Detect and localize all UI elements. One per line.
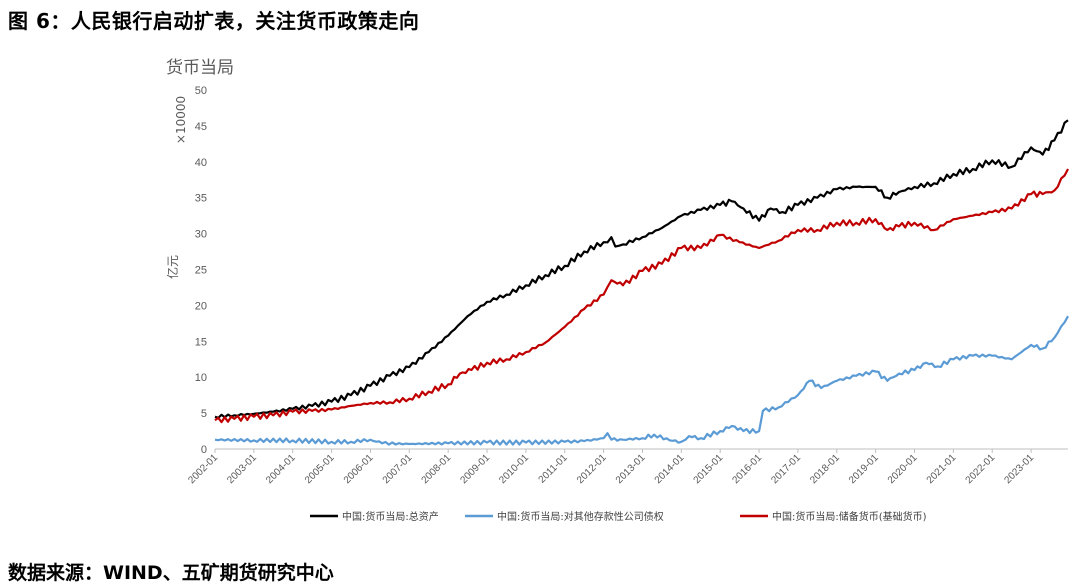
y-tick-label: 20 xyxy=(195,300,207,312)
y-multiplier-label: ×10000 xyxy=(174,96,188,144)
series-line-2 xyxy=(214,315,1069,446)
x-tick-label: 2018-01 xyxy=(808,452,842,486)
x-tick-label: 2020-01 xyxy=(886,452,920,486)
x-tick-label: 2007-01 xyxy=(381,452,415,486)
y-tick-label: 45 xyxy=(195,121,207,133)
legend-item-label: 中国:货币当局:总资产 xyxy=(342,510,439,523)
source-note: 数据来源：WIND、五矿期货研究中心 xyxy=(8,562,334,584)
x-tick-label: 2008-01 xyxy=(420,452,454,486)
x-tick-label: 2019-01 xyxy=(847,452,881,486)
y-axis: 0 5 10 15 20 25 30 35 40 45 50 xyxy=(195,85,207,456)
x-tick-label: 2016-01 xyxy=(730,452,764,486)
figure-title: 图 6：人民银行启动扩表，关注货币政策走向 xyxy=(8,9,420,33)
x-tick-label: 2006-01 xyxy=(342,452,376,486)
x-tick-label: 2021-01 xyxy=(925,452,959,486)
x-tick-label: 2010-01 xyxy=(497,452,531,486)
series-group xyxy=(214,119,1069,446)
y-tick-label: 50 xyxy=(195,85,207,97)
x-tick-label: 2002-01 xyxy=(186,452,220,486)
x-tick-label: 2013-01 xyxy=(614,452,648,486)
x-tick-label: 2005-01 xyxy=(303,452,337,486)
x-tick-label: 2023-01 xyxy=(1002,452,1036,486)
x-axis: 2002-01 2003-01 2004-01 2005-01 2006-01 2007-… xyxy=(186,448,1068,486)
x-tick-label: 2017-01 xyxy=(769,452,803,486)
x-tick-label: 2011-01 xyxy=(537,452,571,486)
chart-title: 货币当局 xyxy=(166,58,234,78)
x-tick-label: 2014-01 xyxy=(653,452,687,486)
y-axis-label: 亿元 xyxy=(165,255,180,279)
y-tick-label: 10 xyxy=(195,372,207,384)
legend-item-label: 中国:货币当局:对其他存款性公司债权 xyxy=(497,510,664,523)
y-tick-label: 35 xyxy=(195,193,207,205)
x-tick-label: 2003-01 xyxy=(225,452,259,486)
series-line-1 xyxy=(214,119,1069,419)
y-tick-label: 15 xyxy=(195,336,207,348)
legend: 中国:货币当局:总资产 中国:货币当局:对其他存款性公司债权 中国:货币当局:储备货… xyxy=(310,510,927,523)
x-tick-label: 2004-01 xyxy=(264,452,298,486)
y-tick-label: 40 xyxy=(195,157,207,169)
x-tick-label: 2022-01 xyxy=(964,452,998,486)
y-tick-label: 5 xyxy=(201,408,207,420)
series-line-3 xyxy=(214,168,1069,424)
legend-item-label: 中国:货币当局:储备货币(基础货币) xyxy=(772,510,927,523)
x-tick-label: 2012-01 xyxy=(575,452,609,486)
x-tick-label: 2009-01 xyxy=(458,452,492,486)
y-tick-label: 0 xyxy=(201,444,207,456)
x-tick-label: 2015-01 xyxy=(692,452,726,486)
y-tick-label: 30 xyxy=(195,229,207,241)
y-tick-label: 25 xyxy=(195,265,207,277)
